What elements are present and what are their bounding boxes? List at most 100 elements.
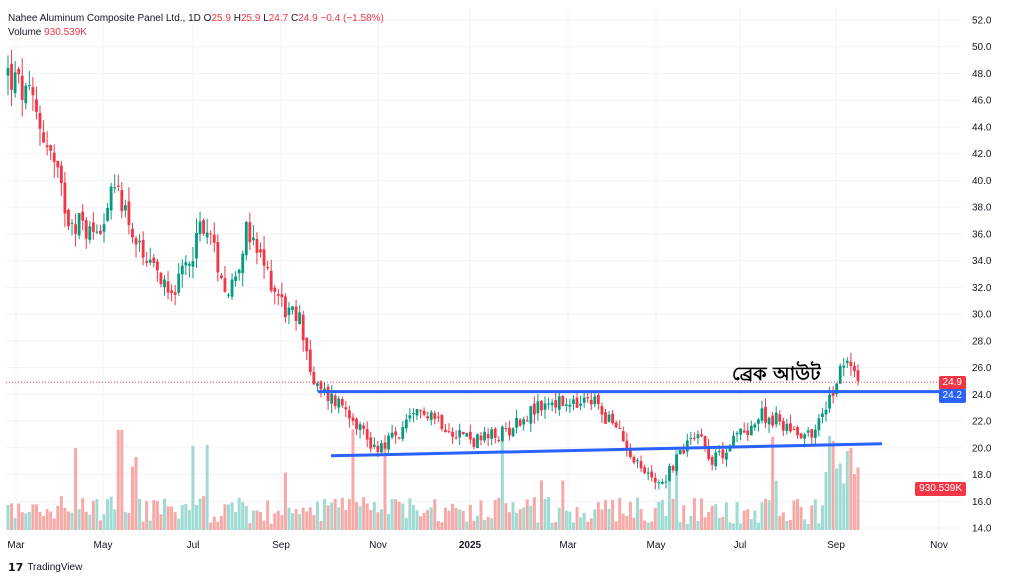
volume-bar (582, 512, 586, 530)
volume-bar (824, 472, 828, 530)
volume-bar (451, 503, 455, 530)
candle-body (440, 414, 444, 430)
candle-body (63, 182, 67, 214)
time-axis[interactable]: Mar May Jul Sep Nov 2025 Mar May Jul Sep Nov (7, 540, 948, 551)
volume-bar (280, 515, 284, 530)
candle-body (6, 67, 10, 76)
candle-body (77, 213, 81, 236)
tradingview-branding[interactable]: 𝟭𝟳 TradingView (8, 561, 82, 574)
volume-bar (689, 515, 693, 530)
volume-bar (796, 499, 800, 530)
volume-bar (483, 519, 487, 530)
y-tick-label: 40.0 (972, 176, 992, 187)
price-axis[interactable]: 52.0 50.0 48.0 46.0 44.0 42.0 40.0 38.0 36.0 34.0… (972, 16, 992, 535)
y-tick-label: 16.0 (972, 497, 992, 508)
volume-bar (817, 523, 821, 530)
volume-bar (351, 429, 355, 530)
volume-bar (522, 507, 526, 530)
volume-bar (458, 509, 462, 530)
volume-bar (685, 523, 689, 530)
volume-bar (639, 508, 643, 530)
volume-bar (643, 520, 647, 530)
volume-bar (504, 503, 508, 530)
candle-body (646, 472, 650, 474)
volume-bar (700, 498, 704, 530)
low-value: 24.7 (268, 13, 289, 24)
candle-body (155, 261, 159, 271)
candle-body (10, 63, 13, 90)
volume-bar (49, 511, 53, 530)
y-tick-label: 24.0 (972, 390, 992, 401)
volume-bar (312, 515, 316, 530)
volume-bar (820, 505, 824, 530)
candle-body (319, 381, 323, 390)
volume-bar (298, 513, 302, 530)
candle-body (234, 276, 238, 281)
candle-body (372, 444, 376, 447)
candle-body (543, 403, 547, 410)
candle-body (230, 279, 234, 297)
candle-body (675, 454, 679, 472)
candle-body (625, 440, 629, 451)
volume-bar (803, 519, 807, 530)
candle-body (333, 395, 337, 407)
volume-bar (490, 518, 494, 530)
candle-body (301, 314, 305, 341)
candle-body (479, 435, 483, 441)
volume-bar (746, 509, 750, 530)
x-tick-label: Nov (930, 540, 948, 551)
candle-body (732, 435, 735, 448)
candle-body (369, 437, 373, 449)
volume-bar (571, 522, 575, 530)
volume-bar (742, 510, 746, 530)
candle-body (845, 360, 849, 363)
volume-bar (390, 499, 394, 530)
candle-body (703, 435, 707, 448)
volume-bar (266, 500, 270, 530)
volume-bar (607, 508, 611, 530)
volume-bar (543, 498, 547, 530)
high-value: 25.9 (240, 13, 261, 24)
candle-body (678, 449, 682, 455)
candle-body (383, 442, 387, 449)
volume-tag: 930.539K (915, 482, 966, 496)
volume-bar (38, 511, 42, 530)
candle-body (180, 265, 184, 275)
volume-bar (493, 500, 497, 530)
candle-body (447, 431, 451, 433)
candle-body (668, 465, 671, 481)
candle-body (824, 409, 828, 415)
volume-bar (45, 508, 49, 530)
symbol-title[interactable]: Nahee Aluminum Composite Panel Ltd., 1D (8, 13, 201, 24)
volume-bar (785, 521, 789, 530)
x-tick-label: Mar (559, 540, 577, 551)
volume-bar (308, 507, 312, 530)
candle-body (493, 428, 497, 438)
volume-bar (13, 518, 17, 530)
volume-bar (56, 505, 60, 530)
candle-body (774, 412, 778, 425)
support-trendline[interactable] (330, 442, 883, 458)
volume-bar (845, 451, 849, 530)
volume-bar (760, 502, 764, 530)
volume-bar (671, 498, 675, 530)
volume-bar (191, 445, 195, 530)
volume-bar (369, 510, 373, 530)
candle-body (568, 404, 572, 407)
breakout-annotation[interactable]: ব্রেক আউট (732, 363, 821, 385)
volume-bar (262, 520, 266, 530)
candle-body (251, 237, 255, 241)
candle-body (650, 471, 654, 478)
volume-bar (703, 517, 707, 530)
volume-bar (59, 496, 63, 530)
volume-bar (127, 512, 131, 530)
volume-bar (422, 512, 426, 530)
volume-bar (632, 517, 636, 530)
volume-bar (465, 521, 469, 530)
candle-body (792, 428, 796, 430)
y-tick-label: 34.0 (972, 256, 992, 267)
candle-body (511, 428, 515, 437)
candle-body (120, 190, 124, 212)
volume-label[interactable]: Volume (8, 27, 42, 38)
